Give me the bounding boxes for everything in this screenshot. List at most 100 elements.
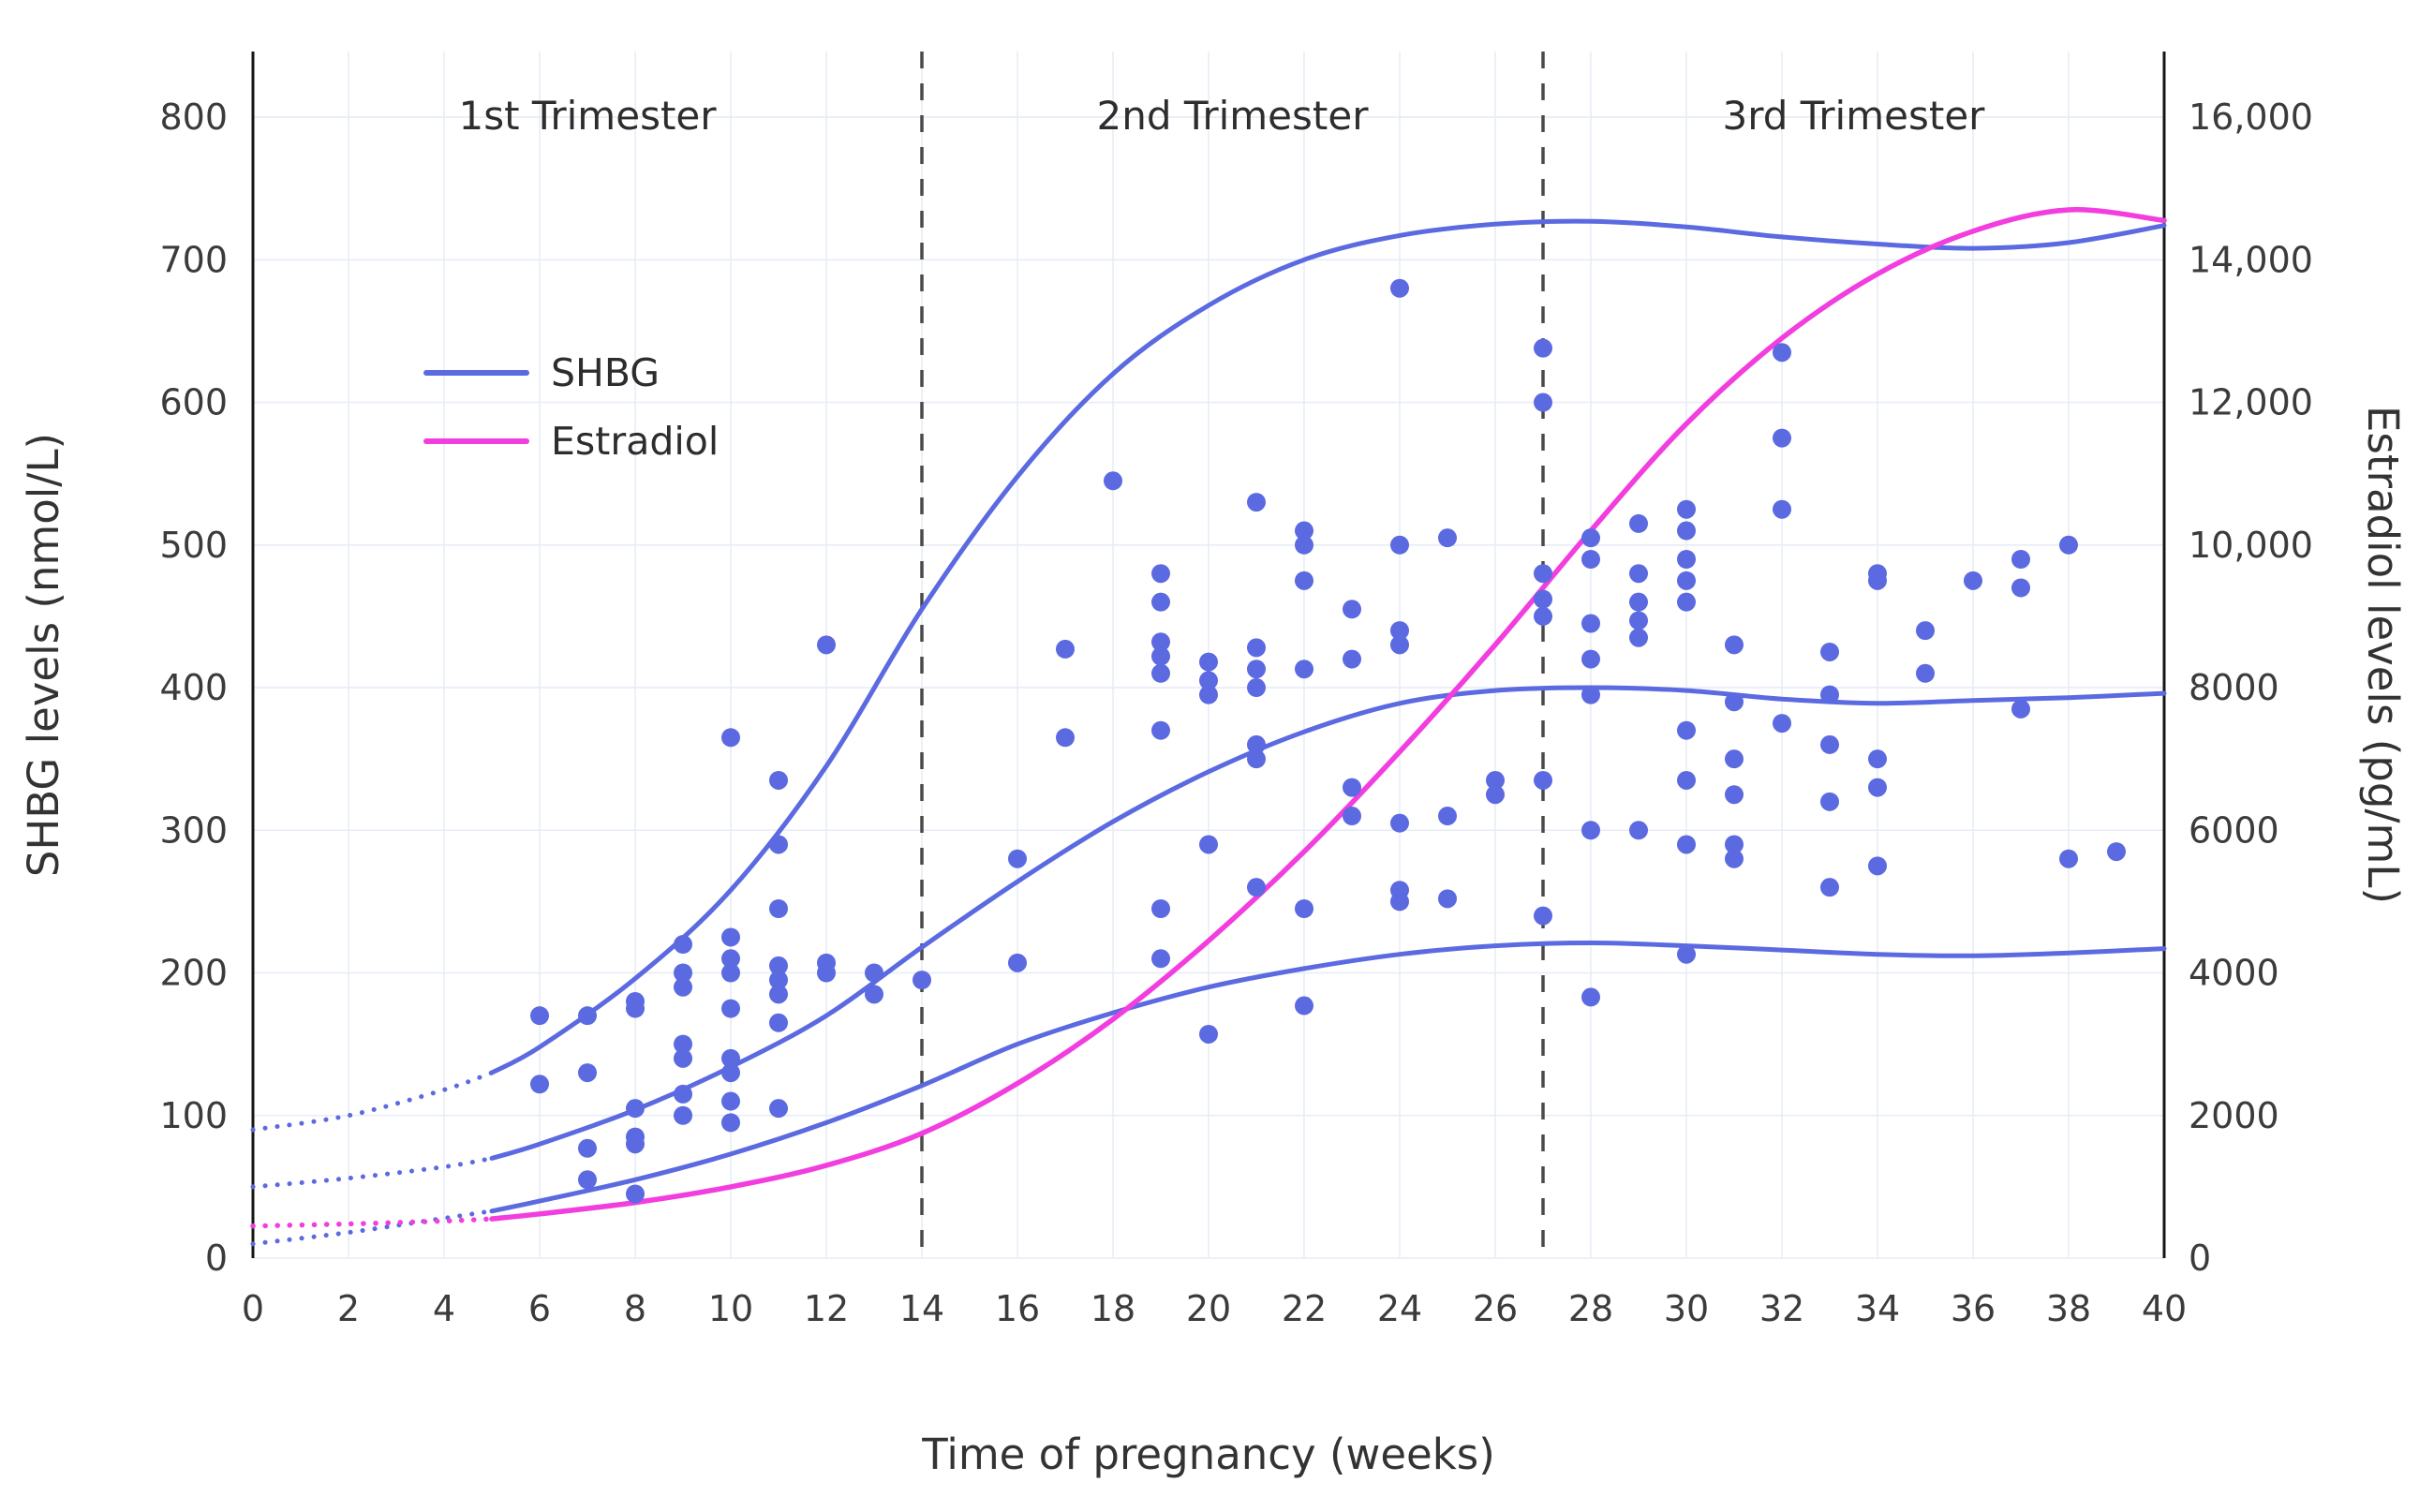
- trimester-label: 1st Trimester: [458, 93, 717, 139]
- y-left-tick-label: 0: [205, 1238, 228, 1279]
- scatter-point: [1151, 720, 1170, 740]
- legend-label: Estradiol: [551, 419, 719, 464]
- scatter-point: [1916, 663, 1935, 683]
- scatter-point: [721, 949, 740, 969]
- scatter-point: [721, 1048, 740, 1068]
- scatter-point: [2107, 842, 2126, 862]
- scatter-point: [1247, 493, 1266, 512]
- scatter-point: [1151, 949, 1170, 969]
- scatter-point: [1199, 1024, 1218, 1044]
- scatter-point: [1534, 338, 1552, 358]
- y-left-tick-label: 100: [159, 1095, 228, 1136]
- scatter-point: [1295, 660, 1313, 679]
- x-tick-label: 2: [337, 1288, 360, 1329]
- scatter-point: [769, 835, 788, 854]
- x-tick-label: 14: [899, 1288, 944, 1329]
- x-tick-label: 36: [1951, 1288, 1996, 1329]
- curve-estradiol-dotted: [250, 1216, 495, 1229]
- scatter-point: [1677, 499, 1696, 519]
- scatter-point: [769, 1013, 788, 1032]
- y-left-tick-label: 300: [159, 809, 228, 851]
- scatter-point: [626, 1099, 645, 1119]
- scatter-point: [1056, 639, 1075, 659]
- y-right-tick-label: 6000: [2189, 809, 2279, 851]
- scatter-point: [1343, 807, 1361, 826]
- scatter-point: [1199, 671, 1218, 690]
- x-tick-label: 4: [433, 1288, 455, 1329]
- scatter-point: [721, 1091, 740, 1111]
- scatter-point: [1295, 521, 1313, 541]
- scatter-point: [1056, 728, 1075, 748]
- scatter-point: [578, 1170, 597, 1190]
- y-left-tick-label: 700: [159, 239, 228, 280]
- scatter-point: [1581, 821, 1600, 840]
- x-tick-label: 8: [624, 1288, 646, 1329]
- x-tick-label: 24: [1377, 1288, 1422, 1329]
- scatter-point: [1773, 714, 1791, 734]
- scatter-point: [1629, 513, 1648, 533]
- scatter-point: [1104, 471, 1122, 491]
- scatter-point: [1581, 549, 1600, 569]
- scatter-point: [1295, 996, 1313, 1015]
- y-right-tick-label: 14,000: [2189, 239, 2313, 280]
- curve-shbg-median: [489, 685, 2167, 1161]
- x-tick-label: 38: [2046, 1288, 2091, 1329]
- x-tick-label: 12: [804, 1288, 849, 1329]
- y-left-tick-label: 400: [159, 667, 228, 708]
- scatter-point: [1199, 835, 1218, 854]
- scatter-point: [1868, 749, 1887, 769]
- scatter-point: [626, 1184, 645, 1204]
- scatter-point: [674, 1084, 692, 1104]
- scatter-point: [1438, 889, 1457, 909]
- scatter-point: [913, 971, 931, 990]
- scatter-point: [1581, 987, 1600, 1007]
- scatter-point: [1199, 652, 1218, 672]
- y-right-tick-label: 0: [2189, 1238, 2211, 1279]
- scatter-point: [1916, 621, 1935, 641]
- x-tick-label: 30: [1664, 1288, 1709, 1329]
- x-tick-label: 34: [1855, 1288, 1900, 1329]
- x-tick-label: 10: [708, 1288, 753, 1329]
- scatter-point: [1677, 549, 1696, 569]
- y-left-tick-label: 600: [159, 382, 228, 423]
- scatter-point: [1725, 635, 1744, 655]
- curve-shbg-upper-band-dotted: [250, 1070, 495, 1133]
- scatter-point: [1820, 685, 1839, 704]
- scatter-point: [1868, 856, 1887, 876]
- y-left-tick-label: 500: [159, 525, 228, 566]
- scatter-point: [721, 1063, 740, 1083]
- scatter-point: [1534, 606, 1552, 626]
- scatter-point: [674, 977, 692, 997]
- scatter-point: [2059, 535, 2078, 555]
- scatter-point: [2011, 699, 2030, 719]
- y-right-tick-label: 12,000: [2189, 382, 2313, 423]
- scatter-point: [1868, 564, 1887, 584]
- scatter-point: [578, 1138, 597, 1158]
- scatter-point: [1725, 749, 1744, 769]
- scatter-point: [626, 991, 645, 1011]
- y-left-tick-label: 800: [159, 96, 228, 138]
- scatter-point: [530, 1075, 549, 1094]
- scatter-point: [1534, 393, 1552, 412]
- scatter-point: [1390, 813, 1409, 833]
- scatter-point: [865, 985, 883, 1004]
- x-tick-label: 40: [2142, 1288, 2187, 1329]
- axis-layer: 0100200300400500600700800020004000600080…: [159, 93, 2313, 1329]
- scatter-point: [1629, 611, 1648, 630]
- scatter-point: [1581, 528, 1600, 548]
- scatter-point: [1677, 592, 1696, 612]
- scatter-point: [1868, 778, 1887, 797]
- scatter-point: [1343, 600, 1361, 619]
- scatter-point: [1295, 571, 1313, 590]
- trimester-label: 2nd Trimester: [1097, 93, 1370, 139]
- x-tick-label: 32: [1759, 1288, 1804, 1329]
- curve-shbg-upper-band: [489, 218, 2167, 1075]
- scatter-point: [1247, 734, 1266, 754]
- y-right-tick-label: 4000: [2189, 953, 2279, 994]
- y-right-tick-label: 16,000: [2189, 96, 2313, 138]
- curve-shbg-lower-band-dotted: [250, 1208, 495, 1247]
- scatter-point: [817, 635, 836, 655]
- y-right-tick-label: 2000: [2189, 1095, 2279, 1136]
